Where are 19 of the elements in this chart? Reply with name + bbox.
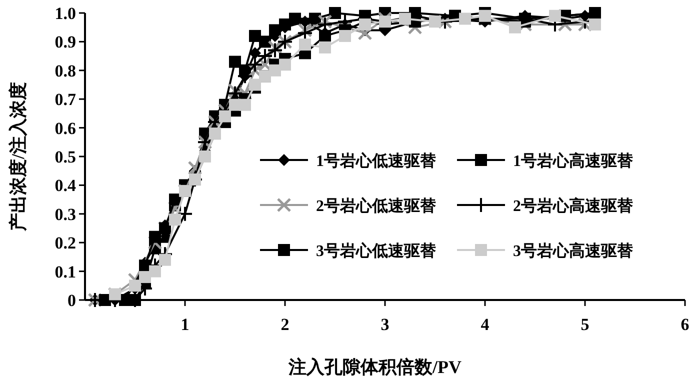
x-tick-label: 2 bbox=[280, 315, 290, 334]
x-tick-label: 3 bbox=[380, 315, 390, 334]
x-tick-label: 6 bbox=[680, 315, 690, 334]
y-tick-label: 1.0 bbox=[54, 4, 76, 23]
y-tick-label: 0.5 bbox=[54, 148, 76, 166]
y-tick-label: 0.7 bbox=[54, 90, 76, 110]
y-tick-label: 0.6 bbox=[54, 118, 76, 138]
y-axis-title: 产出浓度/注入浓度 bbox=[8, 82, 28, 232]
y-tick-label: 0.1 bbox=[54, 262, 76, 282]
y-tick-label: 0.3 bbox=[54, 204, 76, 224]
y-tick-label: 0.8 bbox=[54, 61, 76, 80]
x-axis-title: 注入孔隙体积倍数/PV bbox=[288, 357, 462, 377]
y-tick-label: 0.9 bbox=[54, 32, 76, 52]
y-tick-label: 0 bbox=[68, 291, 76, 310]
y-tick-label: 0.4 bbox=[54, 176, 76, 196]
x-tick-label: 4 bbox=[480, 315, 490, 334]
y-tick-label: 0.2 bbox=[54, 234, 76, 253]
x-tick-label: 1 bbox=[180, 315, 190, 334]
x-tick-label: 5 bbox=[580, 315, 590, 334]
